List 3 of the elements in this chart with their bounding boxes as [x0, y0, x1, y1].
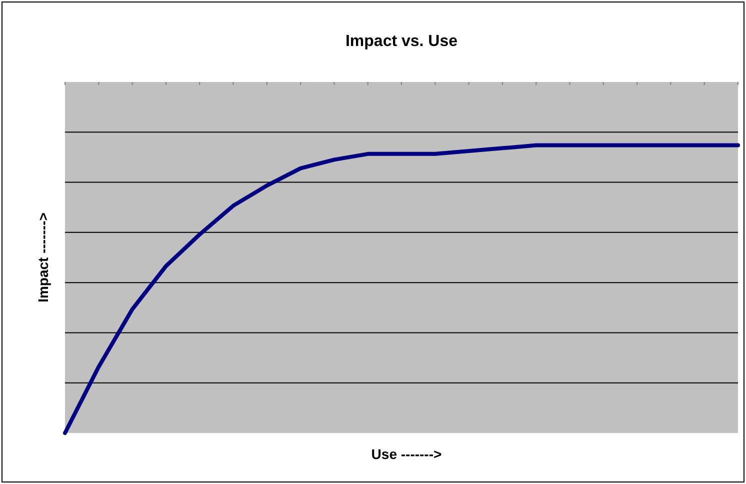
x-axis-title: Use -------> [371, 446, 442, 462]
y-axis-title: Impact -------> [35, 212, 51, 302]
chart-title: Impact vs. Use [345, 33, 458, 50]
